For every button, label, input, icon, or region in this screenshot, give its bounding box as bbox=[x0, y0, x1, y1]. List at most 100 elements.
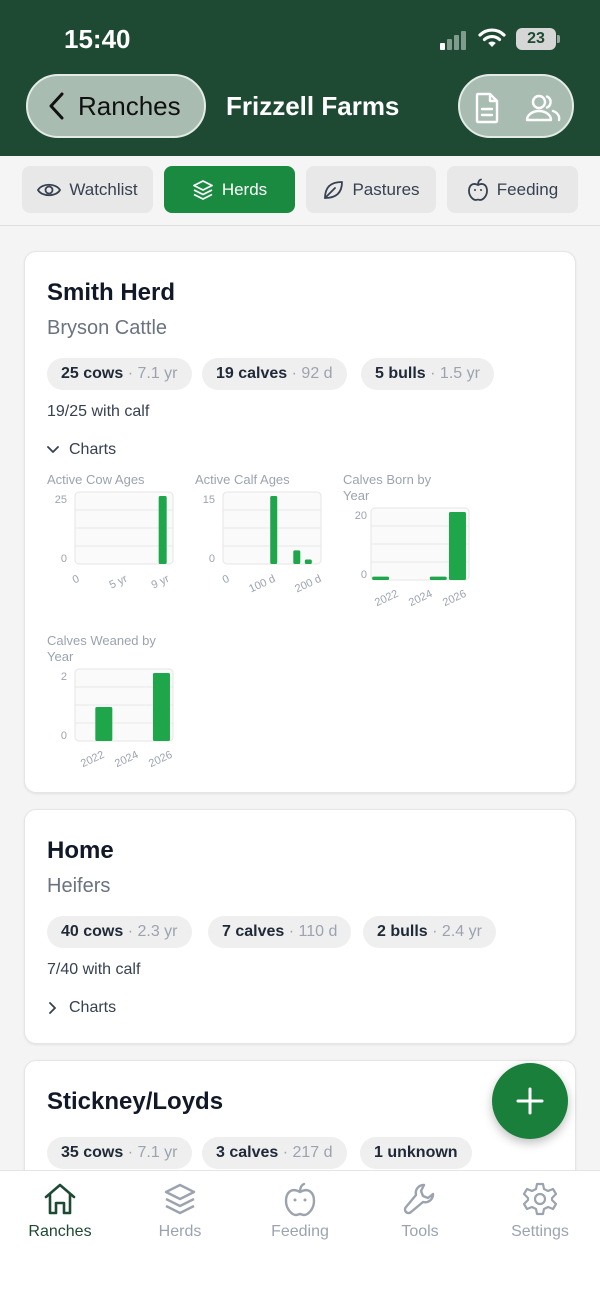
bottom-nav: Ranches Herds Feeding Tools Settings bbox=[0, 1170, 600, 1298]
layers-icon bbox=[192, 179, 213, 200]
charts-toggle[interactable]: Charts bbox=[47, 441, 116, 459]
bulls-count: 2 bulls bbox=[377, 923, 428, 940]
tab-watchlist-label: Watchlist bbox=[69, 179, 138, 199]
nav-herds[interactable]: Herds bbox=[120, 1181, 240, 1251]
header-actions bbox=[458, 74, 574, 138]
calves-age: · 110 d bbox=[288, 923, 338, 940]
x-tick-label: 2022 bbox=[79, 749, 106, 770]
nav-settings[interactable]: Settings bbox=[480, 1181, 600, 1251]
tab-pastures-label: Pastures bbox=[352, 179, 420, 199]
apple-icon bbox=[284, 1182, 316, 1217]
cellular-signal-icon bbox=[440, 31, 466, 50]
chart-calves-born-by-year: Calves Born by Year 20 0 2022 2024 2026 bbox=[343, 472, 470, 609]
chart-plot: 15 0 0 100 d 200 d bbox=[203, 491, 323, 595]
charts-toggle[interactable]: Charts bbox=[47, 999, 116, 1017]
tab-pastures[interactable]: Pastures bbox=[306, 166, 436, 213]
calves-chip: 19 calves · 92 d bbox=[202, 358, 347, 390]
x-tick-label: 0 bbox=[221, 573, 232, 586]
status-time: 15:40 bbox=[64, 24, 131, 54]
herd-subtitle: Heifers bbox=[47, 875, 111, 897]
users-icon[interactable] bbox=[524, 92, 562, 124]
bulls-chip: 5 bulls · 1.5 yr bbox=[361, 358, 494, 390]
calves-age: · 92 d bbox=[291, 365, 333, 382]
herd-card[interactable]: Home Heifers 40 cows · 2.3 yr 7 calves ·… bbox=[24, 809, 576, 1044]
home-icon bbox=[44, 1183, 76, 1215]
chart-active-cow-ages: Active Cow Ages 25 0 0 5 yr 9 yr bbox=[47, 472, 187, 591]
back-button-label: Ranches bbox=[78, 90, 181, 121]
calves-count: 3 calves bbox=[216, 1144, 279, 1161]
wifi-icon bbox=[478, 28, 506, 47]
cows-chip: 40 cows · 2.3 yr bbox=[47, 916, 192, 948]
chart-plot: 2 0 2022 2024 2026 bbox=[61, 668, 174, 770]
x-tick-label: 2026 bbox=[147, 749, 174, 770]
tab-feeding-label: Feeding bbox=[496, 179, 559, 199]
with-calf-text: 7/40 with calf bbox=[47, 961, 141, 978]
herd-name: Stickney/Loyds bbox=[47, 1088, 224, 1115]
cows-count: 40 cows bbox=[61, 923, 124, 940]
chart-plot: 25 0 0 5 yr 9 yr bbox=[55, 491, 174, 592]
back-button[interactable]: Ranches bbox=[26, 74, 206, 138]
nav-settings-label: Settings bbox=[511, 1223, 569, 1240]
page-title: Frizzell Farms bbox=[226, 91, 400, 121]
chart-bar bbox=[429, 576, 447, 580]
x-tick-label: 2026 bbox=[441, 588, 468, 609]
chart-bar bbox=[304, 559, 312, 564]
herd-name: Home bbox=[47, 837, 114, 864]
chevron-left-icon bbox=[49, 92, 64, 120]
chart-title: Calves Born by Year bbox=[343, 472, 432, 503]
wrench-icon bbox=[403, 1183, 435, 1215]
herd-subtitle: Bryson Cattle bbox=[47, 317, 168, 339]
nav-tools[interactable]: Tools bbox=[360, 1181, 480, 1251]
chart-calves-weaned-by-year: Calves Weaned by Year 2 0 2022 2024 2026 bbox=[47, 633, 177, 770]
bulls-age: · 1.5 yr bbox=[430, 365, 480, 382]
calves-chip: 3 calves · 217 d bbox=[202, 1137, 347, 1169]
cows-chip: 35 cows · 7.1 yr bbox=[47, 1137, 192, 1169]
y-tick-label: 20 bbox=[355, 510, 367, 522]
charts-toggle-label: Charts bbox=[69, 441, 117, 458]
chart-title: Active Cow Ages bbox=[47, 472, 145, 487]
herd-name: Smith Herd bbox=[47, 279, 176, 306]
layers-icon bbox=[164, 1183, 196, 1215]
chart-bar bbox=[293, 550, 301, 564]
x-tick-label: 9 yr bbox=[150, 573, 172, 592]
nav-ranches[interactable]: Ranches bbox=[0, 1181, 120, 1251]
chart-bar bbox=[152, 673, 170, 741]
x-tick-label: 0 bbox=[71, 573, 82, 586]
cows-count: 35 cows bbox=[61, 1144, 124, 1161]
calves-chip: 7 calves · 110 d bbox=[208, 916, 352, 948]
eye-icon bbox=[37, 183, 62, 196]
chevron-right-icon bbox=[49, 1002, 56, 1014]
calves-count: 19 calves bbox=[216, 365, 288, 382]
charts-toggle-label: Charts bbox=[69, 999, 117, 1016]
apple-icon bbox=[467, 178, 488, 201]
nav-feeding[interactable]: Feeding bbox=[240, 1181, 360, 1251]
battery-tip bbox=[557, 35, 560, 43]
section-tabs: Watchlist Herds Pastures Feeding bbox=[0, 156, 600, 226]
tab-herds[interactable]: Herds bbox=[164, 166, 295, 213]
chart-bar bbox=[372, 576, 390, 580]
calves-age: · 217 d bbox=[282, 1144, 333, 1161]
document-icon[interactable] bbox=[472, 92, 502, 124]
tab-watchlist[interactable]: Watchlist bbox=[22, 166, 153, 213]
herd-card[interactable]: Smith Herd Bryson Cattle 25 cows · 7.1 y… bbox=[24, 251, 576, 793]
add-herd-button[interactable] bbox=[492, 1063, 568, 1139]
y-tick-label: 0 bbox=[209, 553, 215, 565]
tab-feeding[interactable]: Feeding bbox=[447, 166, 578, 213]
unknown-count: 1 unknown bbox=[374, 1144, 458, 1161]
y-tick-label: 15 bbox=[203, 494, 215, 506]
cows-age: · 2.3 yr bbox=[127, 923, 178, 940]
nav-ranches-label: Ranches bbox=[28, 1223, 92, 1240]
bulls-chip: 2 bulls · 2.4 yr bbox=[363, 916, 496, 948]
x-tick-label: 200 d bbox=[293, 573, 323, 596]
x-tick-label: 5 yr bbox=[108, 573, 130, 592]
chevron-down-icon bbox=[47, 446, 59, 453]
battery-indicator: 23 bbox=[516, 28, 560, 50]
unknown-chip: 1 unknown bbox=[360, 1137, 472, 1169]
tab-herds-label: Herds bbox=[221, 179, 268, 199]
bulls-count: 5 bulls bbox=[375, 365, 426, 382]
cows-age: · 7.1 yr bbox=[127, 1144, 178, 1161]
chart-bar bbox=[270, 496, 278, 564]
battery-level: 23 bbox=[516, 28, 556, 50]
chart-bar bbox=[158, 496, 167, 564]
chart-title: Calves Weaned by Year bbox=[47, 633, 156, 664]
